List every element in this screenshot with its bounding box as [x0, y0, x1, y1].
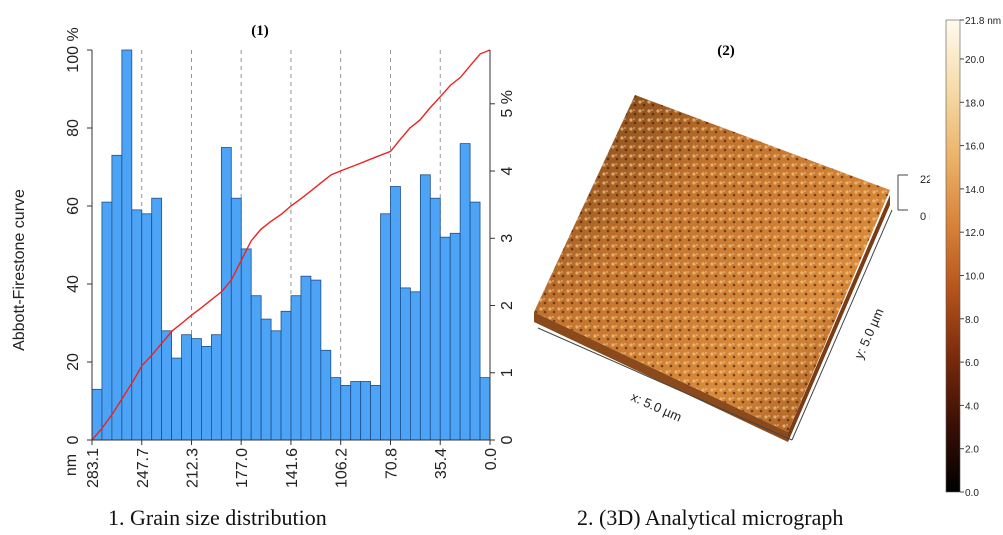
histogram-bar [439, 236, 451, 441]
histogram-bar [91, 388, 103, 441]
histogram-bar [459, 143, 471, 441]
colorbar-tick-label: 14.0 [965, 185, 985, 196]
left-tick-label: 80 [65, 119, 82, 137]
surface-side-front [534, 312, 788, 442]
left-axis-ticks: 0 20 40 60 80 100 % [65, 27, 92, 444]
x-tick-label: 247.7 [135, 448, 152, 488]
left-tick-label: 100 % [65, 27, 82, 72]
colorbar-tick-label: 12.0 [965, 228, 985, 239]
histogram-bar [479, 377, 491, 441]
y-axis-label-3d: y: 5.0 µm [851, 306, 887, 361]
histogram-bar [210, 334, 222, 441]
right-tick-label: 2 [499, 301, 516, 310]
y-axis-line-3d [791, 209, 893, 441]
caption-micrograph: 2. (3D) Analytical micrograph [577, 505, 844, 530]
right-axis-ticks: 0 1 2 3 4 5 % [490, 90, 516, 444]
right-tick-label: 0 [499, 435, 516, 444]
x-tick-label: 212.3 [185, 448, 202, 488]
histogram-bar [300, 275, 312, 441]
histogram-bar [111, 154, 123, 441]
right-tick-label: 1 [499, 368, 516, 377]
left-tick-label: 0 [65, 435, 82, 444]
histogram-bar [409, 291, 421, 441]
histogram-bar [101, 201, 113, 441]
surface-side-right [788, 195, 890, 442]
colorbar-fill [945, 19, 961, 493]
histogram-bar [230, 197, 242, 441]
histogram-bar [380, 213, 391, 441]
histogram-bar [141, 213, 153, 441]
histogram-bar [201, 345, 212, 441]
right-tick-label: 4 [499, 166, 516, 175]
colorbar-tick-label: 18.0 [965, 98, 985, 109]
histogram-bar [310, 279, 322, 441]
chart-title: (1) [251, 23, 269, 39]
histogram-bar [121, 49, 133, 441]
x-tick-label: 141.6 [284, 448, 301, 488]
histogram-bar [240, 248, 252, 441]
x-axis-line-3d [537, 327, 793, 441]
histogram-bar [449, 232, 461, 441]
x-tick-label: 177.0 [234, 448, 251, 488]
histogram-bar [320, 349, 332, 441]
histogram-bar [419, 174, 431, 441]
colorbar-tick-label: 16.0 [965, 142, 985, 153]
histogram-bar [290, 295, 302, 441]
histogram-bar [350, 381, 362, 441]
micrograph-title: (2) [717, 43, 735, 59]
x-tick-label: 70.8 [383, 448, 400, 479]
histogram-bar [280, 310, 292, 441]
colorbar-tick-label: 0.0 [965, 488, 979, 499]
histogram-bar [131, 209, 143, 441]
x-axis-label-3d: x: 5.0 µm [629, 389, 684, 425]
histogram-bar [220, 147, 232, 441]
right-tick-label: 5 % [499, 90, 516, 118]
histogram-bar [400, 287, 411, 441]
micrograph-3d: (2) 22 nm 0 nm x: 5.0 µm y: 5.0 µm [534, 43, 930, 442]
caption-grain-size: 1. Grain size distribution [108, 505, 327, 530]
abbott-firestone-curve [91, 49, 491, 441]
colorbar-tick-label: 10.0 [965, 271, 985, 282]
histogram-bar [429, 197, 441, 441]
histogram-bar [250, 295, 262, 441]
histogram-bar [171, 357, 182, 441]
histogram-bar [390, 186, 401, 441]
z-bottom-label: 0 nm [920, 211, 930, 223]
grain-size-chart: (1) 0 20 40 60 80 100 % 0 1 2 3 4 5 % 283.1 247.7 21… [11, 23, 516, 488]
x-axis-unit-label: nm [63, 454, 80, 476]
histogram-bar [340, 384, 352, 441]
x-tick-label: 0.0 [483, 448, 500, 470]
right-tick-label: 3 [499, 234, 516, 243]
colorbar-tick-label: 20.0 [965, 55, 985, 66]
x-tick-label: 283.1 [85, 448, 102, 488]
histogram-bar [370, 384, 381, 441]
left-tick-label: 60 [65, 197, 82, 215]
surface-texture [534, 95, 890, 432]
histogram-bar [260, 318, 272, 441]
colorbar-tick-label: 6.0 [965, 358, 979, 369]
x-tick-label: 35.4 [433, 448, 450, 479]
colorbar-ticks: 20.0 18.0 16.0 14.0 12.0 10.0 8.0 6.0 4.0 2.0 0.0 [960, 55, 985, 499]
histogram-bar [360, 381, 371, 441]
histogram-bar [191, 338, 202, 441]
histogram-bar [161, 330, 172, 441]
histogram-bar [181, 334, 192, 441]
colorbar-tick-label: 8.0 [965, 315, 979, 326]
histogram-bar [151, 197, 163, 441]
height-colorbar: 21.8 nm 20.0 18.0 16.0 14.0 12.0 10.0 8.0 6.0 4.… [945, 16, 1001, 499]
colorbar-tick-label: 2.0 [965, 445, 979, 456]
left-tick-label: 40 [65, 275, 82, 293]
left-tick-label: 20 [65, 353, 82, 371]
colorbar-max-label: 21.8 nm [965, 16, 1001, 27]
y-axis-label: Abbott-Firestone curve [11, 189, 28, 351]
colorbar-tick-label: 4.0 [965, 401, 979, 412]
z-top-label: 22 nm [920, 174, 930, 186]
x-tick-label: 106.2 [334, 448, 351, 488]
histogram-bar [270, 330, 282, 441]
histogram-bar [330, 377, 342, 441]
x-axis-ticks: 283.1 247.7 212.3 177.0 141.6 106.2 70.8 35.4 0.… [85, 440, 500, 488]
histogram-bar [469, 201, 481, 441]
